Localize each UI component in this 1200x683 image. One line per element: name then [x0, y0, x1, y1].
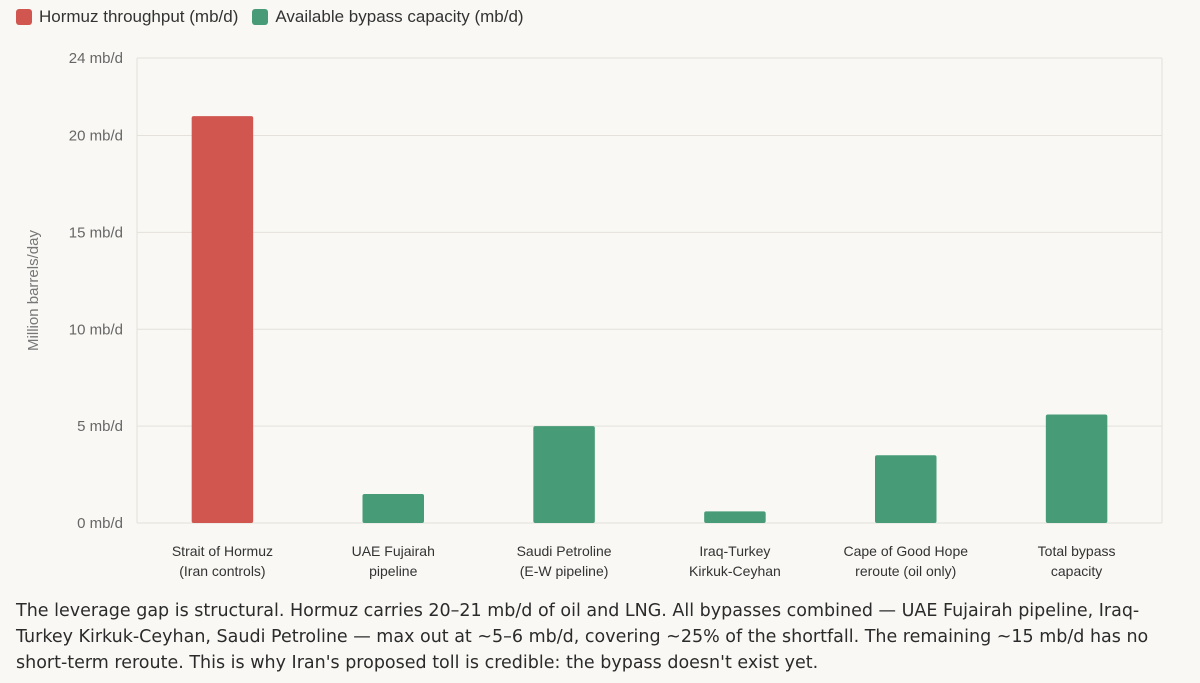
x-category-label: Total bypass	[1038, 543, 1116, 559]
y-tick-label: 0 mb/d	[77, 515, 123, 532]
chart-caption: The leverage gap is structural. Hormuz c…	[16, 601, 1149, 673]
legend-swatch-hormuz	[16, 9, 32, 25]
x-category-label: Saudi Petroline	[517, 543, 612, 559]
legend-label-hormuz: Hormuz throughput (mb/d)	[39, 7, 239, 26]
x-category-label: (Iran controls)	[179, 563, 265, 579]
x-category-label: Iraq-Turkey	[699, 543, 770, 559]
bar-bypass[interactable]	[704, 511, 766, 523]
y-tick-label: 24 mb/d	[69, 50, 123, 67]
x-category-label: pipeline	[369, 563, 417, 579]
bar-chart: 0 mb/d 5 mb/d 10 mb/d 15 mb/d 20 mb/d 24 mb/d…	[25, 50, 1163, 579]
y-tick-label: 10 mb/d	[69, 321, 123, 338]
y-axis-title: Million barrels/day	[25, 230, 42, 351]
chart-legend: Hormuz throughput (mb/d) Available bypas…	[16, 6, 524, 28]
bar-bypass[interactable]	[533, 426, 595, 523]
y-tick-label: 15 mb/d	[69, 224, 123, 241]
legend-item-hormuz[interactable]: Hormuz throughput (mb/d)	[16, 7, 238, 27]
bar-bypass[interactable]	[362, 493, 425, 523]
y-tick-label: 20 mb/d	[69, 128, 123, 145]
x-category-label: capacity	[1051, 563, 1102, 579]
legend-swatch-bypass	[252, 9, 269, 25]
legend-item-bypass[interactable]: Available bypass capacity (mb/d)	[252, 7, 524, 27]
x-category-label: reroute (oil only)	[855, 563, 956, 579]
x-category-label: Kirkuk-Ceyhan	[689, 563, 781, 579]
x-category-label: UAE Fujairah	[352, 543, 435, 559]
bar-bypass[interactable]	[1045, 414, 1108, 524]
y-tick-label: 5 mb/d	[77, 418, 123, 435]
x-category-label: (E-W pipeline)	[520, 563, 609, 579]
bar-bypass[interactable]	[875, 455, 937, 523]
legend-label-bypass: Available bypass capacity (mb/d)	[275, 7, 524, 26]
bar-hormuz[interactable]	[191, 116, 254, 523]
x-category-label: Cape of Good Hope	[843, 543, 968, 559]
x-category-label: Strait of Hormuz	[172, 543, 273, 559]
